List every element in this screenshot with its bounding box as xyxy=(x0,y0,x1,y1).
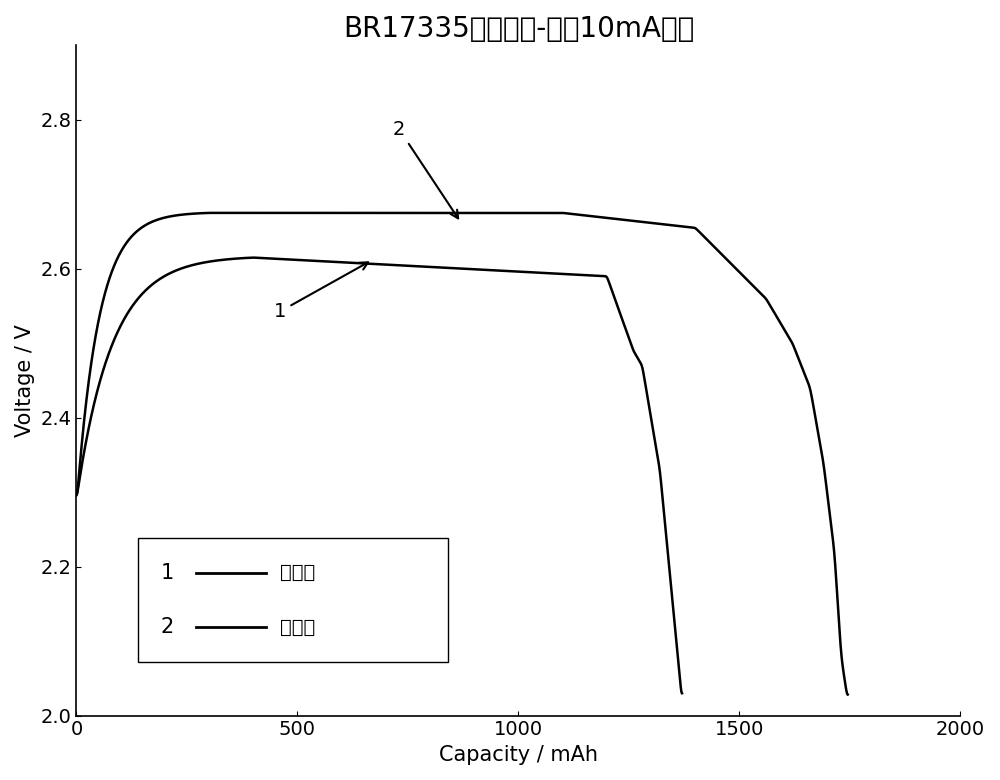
Text: 2: 2 xyxy=(393,119,458,218)
Text: 空白组: 空白组 xyxy=(280,563,315,582)
Bar xyxy=(138,538,448,662)
Y-axis label: Voltage / V: Voltage / V xyxy=(15,324,35,437)
Text: 2: 2 xyxy=(160,617,174,637)
Text: 1: 1 xyxy=(274,262,368,321)
Text: 实验组: 实验组 xyxy=(280,618,315,636)
Text: 1: 1 xyxy=(160,562,174,583)
X-axis label: Capacity / mAh: Capacity / mAh xyxy=(439,745,598,765)
Title: BR17335负载对比-常温10mA放电: BR17335负载对比-常温10mA放电 xyxy=(343,15,694,43)
